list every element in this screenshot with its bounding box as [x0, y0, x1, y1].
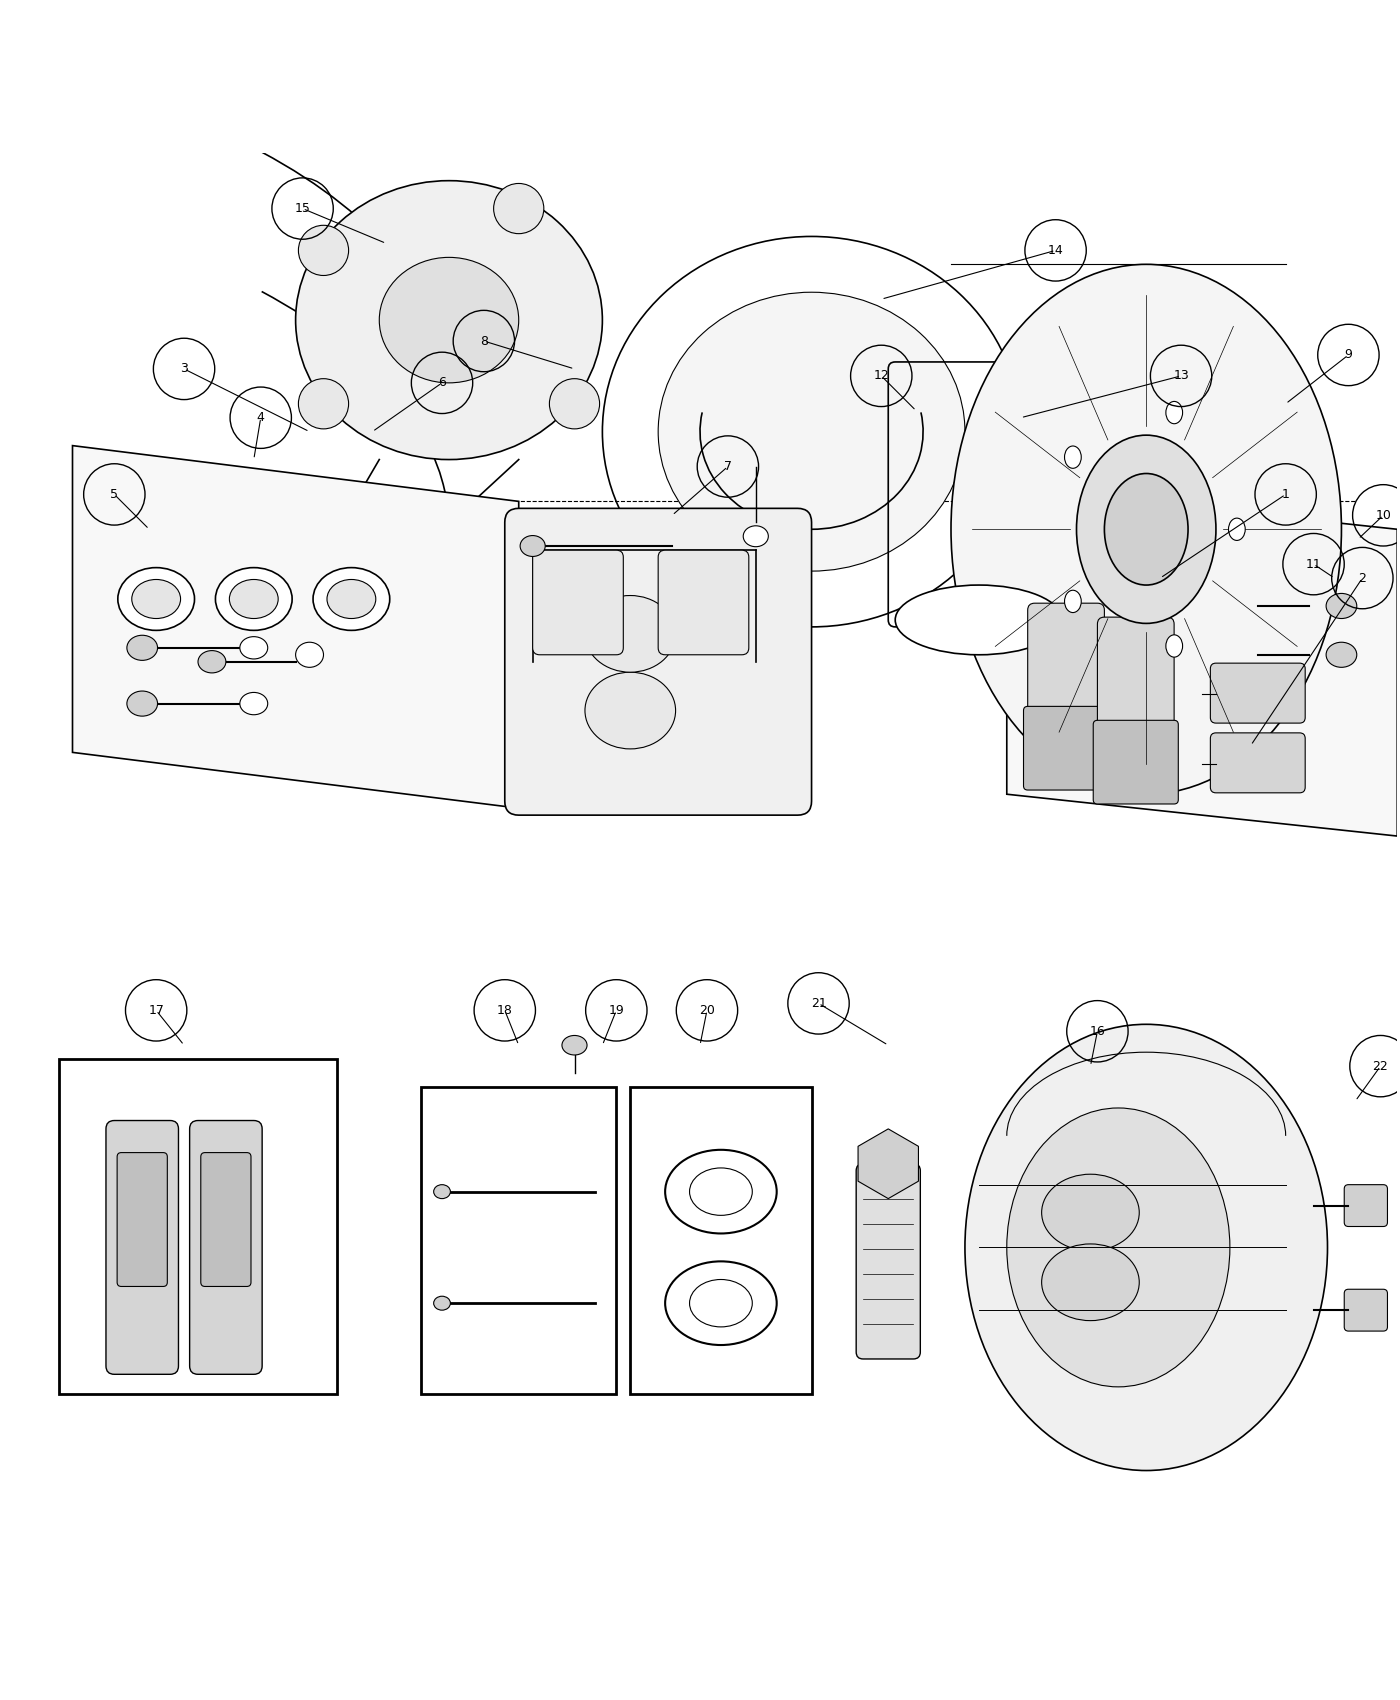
FancyBboxPatch shape — [1211, 733, 1305, 792]
Text: 15: 15 — [294, 202, 311, 216]
Text: 5: 5 — [111, 488, 119, 502]
Ellipse shape — [1064, 445, 1081, 468]
FancyBboxPatch shape — [189, 1120, 262, 1374]
Ellipse shape — [743, 525, 769, 547]
Polygon shape — [73, 445, 519, 808]
Ellipse shape — [230, 580, 279, 619]
FancyBboxPatch shape — [658, 551, 749, 655]
FancyBboxPatch shape — [532, 551, 623, 655]
Ellipse shape — [895, 585, 1063, 654]
Text: 12: 12 — [874, 369, 889, 382]
Text: 7: 7 — [724, 461, 732, 473]
Ellipse shape — [434, 1185, 451, 1198]
Ellipse shape — [197, 651, 225, 673]
FancyBboxPatch shape — [1093, 721, 1179, 804]
Ellipse shape — [1077, 435, 1217, 624]
Ellipse shape — [118, 568, 195, 631]
Ellipse shape — [585, 595, 676, 672]
FancyBboxPatch shape — [1023, 707, 1109, 790]
Ellipse shape — [1105, 474, 1189, 585]
Text: 16: 16 — [1089, 1025, 1105, 1037]
Bar — [59, 1059, 337, 1394]
Ellipse shape — [1042, 1175, 1140, 1251]
FancyBboxPatch shape — [857, 1164, 920, 1358]
Ellipse shape — [690, 1280, 752, 1328]
FancyBboxPatch shape — [200, 1153, 251, 1287]
Ellipse shape — [314, 568, 389, 631]
Ellipse shape — [127, 690, 158, 716]
Text: 9: 9 — [1344, 348, 1352, 362]
FancyBboxPatch shape — [106, 1120, 178, 1374]
Ellipse shape — [665, 1149, 777, 1234]
Ellipse shape — [665, 1261, 777, 1345]
Circle shape — [298, 226, 349, 275]
Text: 14: 14 — [1047, 243, 1064, 257]
Ellipse shape — [328, 580, 375, 619]
Ellipse shape — [585, 672, 676, 750]
Text: 2: 2 — [1358, 571, 1366, 585]
Ellipse shape — [951, 264, 1341, 794]
FancyBboxPatch shape — [1344, 1289, 1387, 1331]
Ellipse shape — [132, 580, 181, 619]
Ellipse shape — [379, 257, 519, 382]
Ellipse shape — [295, 643, 323, 668]
FancyBboxPatch shape — [505, 508, 812, 814]
Text: 20: 20 — [699, 1005, 715, 1017]
Bar — [630, 1086, 812, 1394]
Text: 6: 6 — [438, 376, 447, 389]
FancyBboxPatch shape — [1028, 604, 1105, 717]
Text: 1: 1 — [1282, 488, 1289, 502]
Ellipse shape — [690, 1168, 752, 1216]
Ellipse shape — [1064, 590, 1081, 612]
Ellipse shape — [965, 1025, 1327, 1470]
Ellipse shape — [239, 692, 267, 714]
Circle shape — [494, 184, 543, 233]
Ellipse shape — [1166, 401, 1183, 423]
Ellipse shape — [1326, 593, 1357, 619]
Text: 10: 10 — [1375, 508, 1392, 522]
Text: 11: 11 — [1306, 558, 1322, 571]
Ellipse shape — [434, 1295, 451, 1311]
Circle shape — [298, 379, 349, 428]
Ellipse shape — [1228, 518, 1245, 541]
Ellipse shape — [295, 180, 602, 459]
Ellipse shape — [1042, 1244, 1140, 1321]
Text: 3: 3 — [181, 362, 188, 376]
Ellipse shape — [1326, 643, 1357, 668]
Text: 21: 21 — [811, 996, 826, 1010]
Ellipse shape — [1007, 1108, 1229, 1387]
Polygon shape — [1007, 488, 1397, 836]
Ellipse shape — [658, 292, 965, 571]
FancyBboxPatch shape — [1211, 663, 1305, 722]
Ellipse shape — [216, 568, 293, 631]
Ellipse shape — [239, 636, 267, 660]
FancyBboxPatch shape — [1098, 617, 1175, 731]
Bar — [421, 1086, 616, 1394]
Text: 4: 4 — [256, 411, 265, 425]
Text: 17: 17 — [148, 1005, 164, 1017]
FancyBboxPatch shape — [118, 1153, 168, 1287]
Text: 8: 8 — [480, 335, 487, 347]
FancyBboxPatch shape — [1344, 1185, 1387, 1226]
Ellipse shape — [561, 1035, 587, 1056]
Ellipse shape — [1166, 634, 1183, 658]
Ellipse shape — [127, 636, 158, 660]
Text: 13: 13 — [1173, 369, 1189, 382]
Text: 19: 19 — [609, 1005, 624, 1017]
Text: 22: 22 — [1372, 1059, 1389, 1073]
Ellipse shape — [521, 536, 545, 556]
Circle shape — [549, 379, 599, 428]
Text: 18: 18 — [497, 1005, 512, 1017]
